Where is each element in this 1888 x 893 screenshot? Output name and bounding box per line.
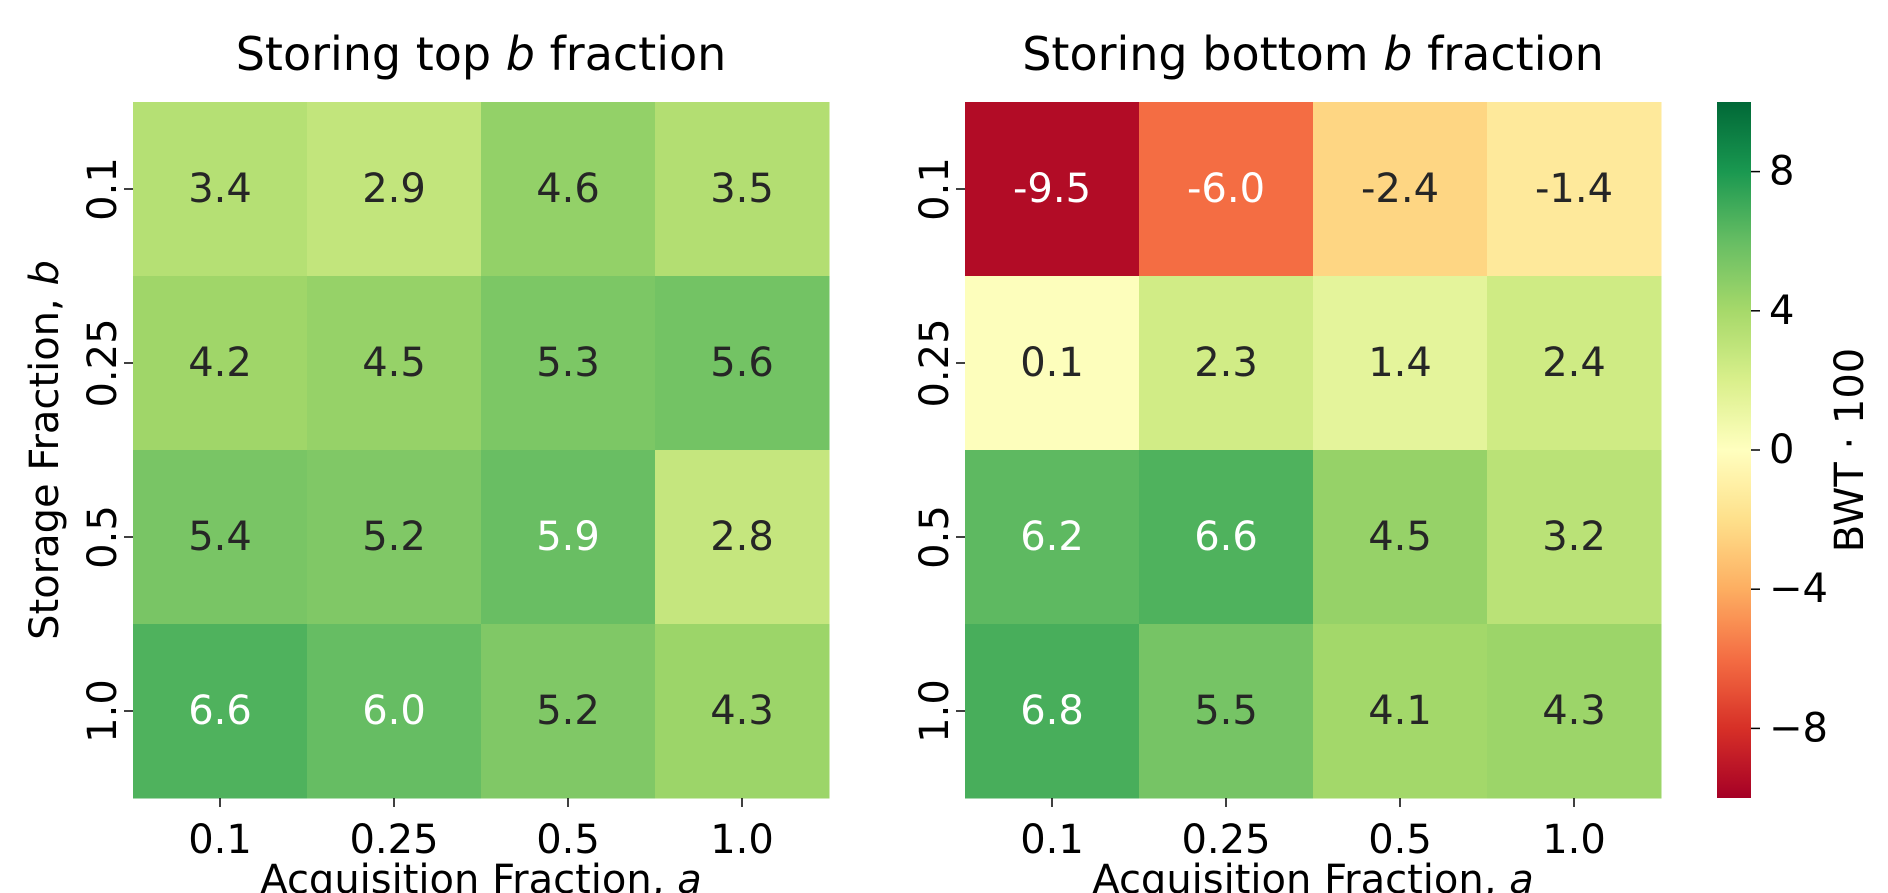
cell-value-label: 5.6 (710, 340, 774, 386)
cell-value-label: 0.1 (1020, 340, 1084, 386)
cell-value-label: 4.6 (536, 166, 600, 212)
cell-value-label: 4.5 (1368, 514, 1432, 560)
heatmap-cell (655, 450, 830, 625)
cell-value-label: 1.4 (1368, 340, 1432, 386)
cell-value-label: 2.8 (710, 514, 774, 560)
cell-value-label: 6.2 (1020, 514, 1084, 560)
y-tick-label: 0.5 (912, 505, 958, 569)
cell-value-label: -2.4 (1361, 166, 1439, 212)
heatmap-cell (1313, 450, 1488, 625)
heatmap-cell (307, 102, 482, 277)
cell-value-label: 6.6 (1194, 514, 1258, 560)
heatmap-cell (1487, 102, 1662, 277)
heatmap-cell (965, 450, 1140, 625)
heatmap-cell (481, 624, 656, 799)
cell-value-label: 5.4 (188, 514, 252, 560)
heatmap-cell (1139, 624, 1314, 799)
cell-value-label: 6.0 (362, 688, 426, 734)
y-tick-label: 0.1 (912, 157, 958, 221)
colorbar-label: BWT · 100 (1827, 348, 1873, 553)
cell-value-label: 2.4 (1542, 340, 1606, 386)
x-tick-label: 0.25 (349, 817, 438, 863)
y-tick-label: 0.5 (80, 505, 126, 569)
cell-value-label: 5.2 (536, 688, 600, 734)
heatmap-cell (965, 276, 1140, 451)
x-tick-label: 1.0 (1542, 817, 1606, 863)
x-tick-label: 0.1 (188, 817, 252, 863)
cell-value-label: 4.1 (1368, 688, 1432, 734)
panel-title: Storing top b fraction (236, 27, 727, 81)
y-tick-label: 1.0 (80, 679, 126, 743)
cell-value-label: 3.2 (1542, 514, 1606, 560)
colorbar-gradient (1717, 102, 1751, 798)
cell-value-label: 5.5 (1194, 688, 1258, 734)
cell-value-label: 5.3 (536, 340, 600, 386)
heatmap-cell (133, 450, 308, 625)
heatmap-panel-1: 3.4 2.9 4.6 3.5 4.2 4.5 5.3 5.6 5.4 5.2 5.9 2.8 6.6 6… (22, 27, 830, 893)
heatmap-cell (133, 276, 308, 451)
heatmap-cell (1313, 624, 1488, 799)
colorbar-tick-label: −4 (1769, 566, 1828, 612)
heatmap-cell (1139, 276, 1314, 451)
cell-value-label: -6.0 (1187, 166, 1265, 212)
y-tick-label: 1.0 (912, 679, 958, 743)
y-axis-label: Storage Fraction, b (22, 260, 68, 640)
x-tick-label: 0.25 (1181, 817, 1270, 863)
cell-value-label: 3.4 (188, 166, 252, 212)
x-tick-label: 0.1 (1020, 817, 1084, 863)
heatmap-cell (133, 624, 308, 799)
cell-value-label: 6.8 (1020, 688, 1084, 734)
panel-title: Storing bottom b fraction (1022, 27, 1604, 81)
cell-value-label: -9.5 (1013, 166, 1091, 212)
cell-value-label: 5.9 (536, 514, 600, 560)
heatmap-cell (481, 102, 656, 277)
colorbar-tick-label: −8 (1769, 705, 1828, 751)
y-tick-label: 0.1 (80, 157, 126, 221)
cell-value-label: 3.5 (710, 166, 774, 212)
heatmap-cell (307, 624, 482, 799)
heatmaps: 3.4 2.9 4.6 3.5 4.2 4.5 5.3 5.6 5.4 5.2 5.9 2.8 6.6 6… (22, 27, 1662, 893)
y-tick-label: 0.25 (912, 318, 958, 407)
heatmap-panel-2: -9.5 -6.0 -2.4 -1.4 0.1 2.3 1.4 2.4 6.2 6.6 4.5 3.2… (912, 27, 1662, 893)
heatmap-cell (1139, 450, 1314, 625)
cell-value-label: 4.3 (710, 688, 774, 734)
heatmap-cell (307, 276, 482, 451)
heatmap-cell (1313, 276, 1488, 451)
colorbar-tick-label: 8 (1769, 149, 1794, 195)
cell-value-label: 6.6 (188, 688, 252, 734)
heatmap-cell (965, 624, 1140, 799)
cell-value-label: 4.3 (1542, 688, 1606, 734)
colorbar-tick-label: 4 (1769, 288, 1794, 334)
x-axis-label: Acquisition Fraction, a (260, 857, 701, 893)
heatmap-cell (965, 102, 1140, 277)
x-axis-label: Acquisition Fraction, a (1092, 857, 1533, 893)
cell-value-label: 5.2 (362, 514, 426, 560)
heatmap-cell (655, 624, 830, 799)
heatmap-cell (1487, 450, 1662, 625)
y-tick-label: 0.25 (80, 318, 126, 407)
cell-value-label: 2.9 (362, 166, 426, 212)
heatmap-cell (481, 450, 656, 625)
cell-value-label: 4.5 (362, 340, 426, 386)
cell-value-label: 2.3 (1194, 340, 1258, 386)
cell-value-label: -1.4 (1535, 166, 1613, 212)
x-tick-label: 1.0 (710, 817, 774, 863)
colorbar-tick-label: 0 (1769, 427, 1794, 473)
heatmap-cell (1313, 102, 1488, 277)
heatmap-cell (481, 276, 656, 451)
cell-value-label: 4.2 (188, 340, 252, 386)
heatmap-cell (655, 276, 830, 451)
heatmap-cell (655, 102, 830, 277)
heatmap-cell (1487, 624, 1662, 799)
heatmap-cell (133, 102, 308, 277)
colorbar: 8 4 0 −4 −8 BWT · 100 (1717, 102, 1873, 798)
heatmap-cell (1487, 276, 1662, 451)
x-tick-label: 0.5 (1368, 817, 1432, 863)
heatmap-cell (1139, 102, 1314, 277)
heatmap-cell (307, 450, 482, 625)
x-tick-label: 0.5 (536, 817, 600, 863)
